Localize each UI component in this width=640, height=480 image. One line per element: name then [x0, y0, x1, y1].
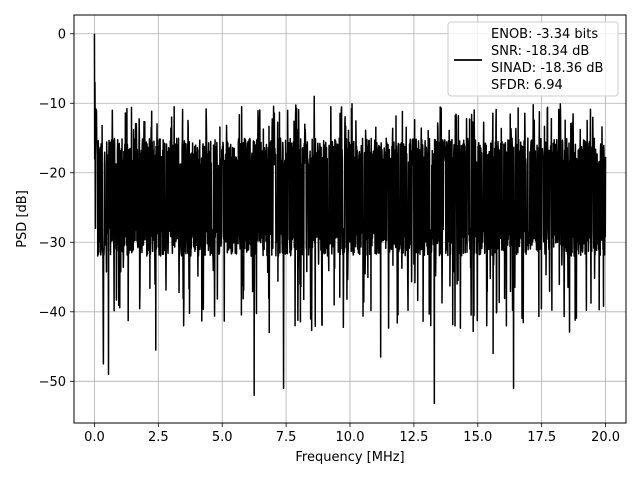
psd-series-line	[93, 33, 607, 405]
legend-sfdr: SFDR: 6.94	[491, 78, 563, 93]
y-tick-label: −10	[39, 97, 66, 112]
x-tick-label: 5.0	[212, 430, 233, 445]
x-tick-label: 20.0	[591, 430, 620, 445]
x-tick-label: 15.0	[463, 430, 492, 445]
x-axis: 0.0 2.5 5.0 7.5 10.0 12.5 15.0 17.5 20.0	[84, 423, 620, 445]
x-axis-label: Frequency [MHz]	[295, 450, 404, 465]
y-tick-label: −20	[39, 166, 66, 181]
legend-snr: SNR: -18.34 dB	[491, 44, 589, 59]
legend-enob: ENOB: -3.34 bits	[491, 27, 598, 42]
x-tick-label: 2.5	[148, 430, 169, 445]
x-tick-label: 7.5	[276, 430, 297, 445]
y-tick-label: 0	[58, 27, 66, 42]
y-tick-label: −40	[39, 305, 66, 320]
legend-box	[447, 21, 619, 97]
legend: ENOB: -3.34 bits SNR: -18.34 dB SINAD: -…	[447, 21, 619, 97]
x-tick-label: 12.5	[399, 430, 428, 445]
x-tick-label: 17.5	[527, 430, 556, 445]
y-axis: 0 −10 −20 −30 −40 −50	[39, 27, 74, 390]
x-tick-label: 0.0	[84, 430, 105, 445]
y-axis-label: PSD [dB]	[15, 190, 30, 248]
plot-area	[93, 33, 607, 405]
x-tick-label: 10.0	[336, 430, 365, 445]
y-tick-label: −30	[39, 236, 66, 251]
y-tick-label: −50	[39, 375, 66, 390]
legend-sinad: SINAD: -18.36 dB	[491, 61, 603, 76]
